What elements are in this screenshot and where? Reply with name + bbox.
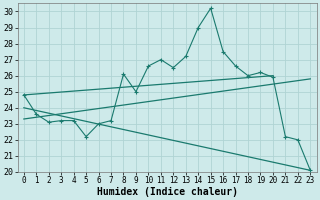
X-axis label: Humidex (Indice chaleur): Humidex (Indice chaleur) — [97, 186, 237, 197]
